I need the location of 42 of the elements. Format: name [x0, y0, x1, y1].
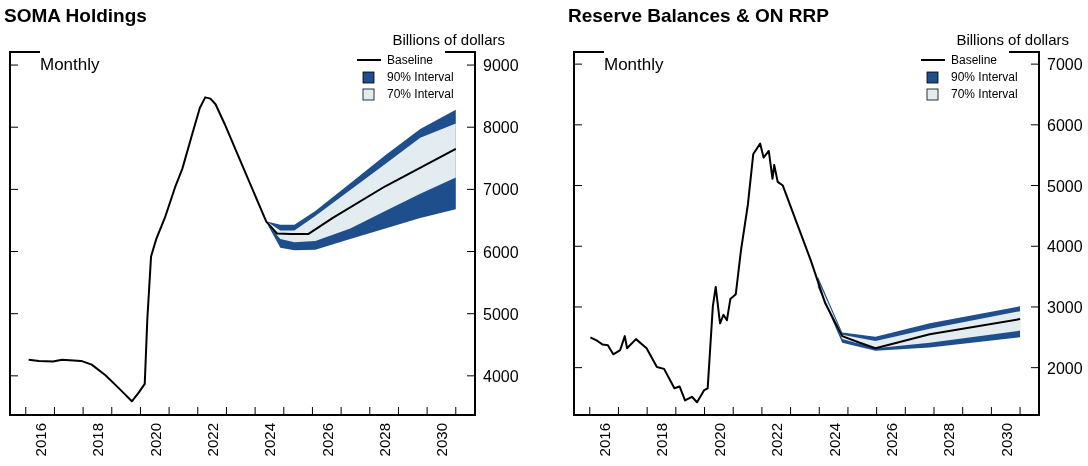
chart-title: SOMA Holdings	[4, 5, 147, 26]
y-tick-label: 6000	[483, 243, 519, 261]
x-tick-label: 2022	[204, 423, 222, 457]
y-tick-label: 9000	[483, 57, 519, 75]
x-tick-label: 2030	[433, 423, 451, 457]
y-tick-label: 7000	[1047, 56, 1083, 74]
y-tick-label: 2000	[1047, 359, 1083, 377]
y-axis-title: Billions of dollars	[392, 31, 505, 48]
legend-label: Baseline	[951, 53, 998, 67]
x-tick-label: 2028	[940, 423, 958, 457]
y-tick-label: 3000	[1047, 298, 1083, 316]
annotation: Monthly	[604, 55, 665, 74]
x-tick-label: 2016	[32, 423, 50, 457]
y-tick-label: 4000	[1047, 238, 1083, 256]
x-tick-label: 2020	[146, 423, 164, 457]
x-tick-label: 2024	[825, 423, 843, 457]
x-tick-label: 2026	[882, 423, 900, 457]
legend-label: 90% Interval	[387, 70, 454, 84]
x-tick-label: 2030	[997, 423, 1015, 457]
line-series	[589, 142, 1022, 404]
y-tick-label: 5000	[1047, 177, 1083, 195]
x-tick-label: 2026	[318, 423, 336, 457]
legend-label: Baseline	[387, 53, 434, 67]
x-tick-label: 2028	[376, 423, 394, 457]
y-tick-label: 5000	[483, 305, 519, 323]
y-tick-label: 6000	[1047, 116, 1083, 134]
x-tick-label: 2018	[89, 423, 107, 457]
x-tick-label: 2022	[768, 423, 786, 457]
legend-label: 90% Interval	[951, 70, 1018, 84]
y-axis-title: Billions of dollars	[956, 31, 1069, 48]
y-tick-label: 4000	[483, 367, 519, 385]
y-tick-label: 8000	[483, 119, 519, 137]
x-tick-label: 2020	[710, 423, 728, 457]
legend-label: 70% Interval	[951, 87, 1018, 101]
x-tick-label: 2024	[261, 423, 279, 457]
x-tick-label: 2016	[596, 423, 614, 457]
annotation: Monthly	[40, 55, 101, 74]
chart-title: Reserve Balances & ON RRP	[568, 5, 830, 26]
legend-label: 70% Interval	[387, 87, 454, 101]
line-series	[27, 96, 457, 403]
x-tick-label: 2018	[653, 423, 671, 457]
y-tick-label: 7000	[483, 181, 519, 199]
